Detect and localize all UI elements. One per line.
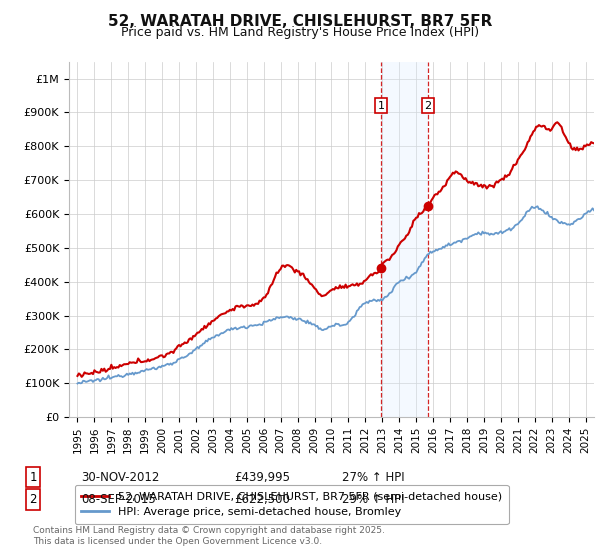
Legend: 52, WARATAH DRIVE, CHISLEHURST, BR7 5FR (semi-detached house), HPI: Average pric: 52, WARATAH DRIVE, CHISLEHURST, BR7 5FR … xyxy=(74,485,509,524)
Text: 52, WARATAH DRIVE, CHISLEHURST, BR7 5FR: 52, WARATAH DRIVE, CHISLEHURST, BR7 5FR xyxy=(108,14,492,29)
Text: Contains HM Land Registry data © Crown copyright and database right 2025.
This d: Contains HM Land Registry data © Crown c… xyxy=(33,526,385,546)
Text: Price paid vs. HM Land Registry's House Price Index (HPI): Price paid vs. HM Land Registry's House … xyxy=(121,26,479,39)
Text: 2: 2 xyxy=(424,101,431,111)
Text: 1: 1 xyxy=(29,470,37,484)
Bar xyxy=(381,62,428,417)
Text: 29% ↑ HPI: 29% ↑ HPI xyxy=(342,493,404,506)
Text: 08-SEP-2015: 08-SEP-2015 xyxy=(81,493,156,506)
Text: £439,995: £439,995 xyxy=(234,470,290,484)
Text: 1: 1 xyxy=(377,101,385,111)
Text: 30-NOV-2012: 30-NOV-2012 xyxy=(81,470,160,484)
Text: £622,500: £622,500 xyxy=(234,493,290,506)
Text: 27% ↑ HPI: 27% ↑ HPI xyxy=(342,470,404,484)
Text: 2: 2 xyxy=(29,493,37,506)
